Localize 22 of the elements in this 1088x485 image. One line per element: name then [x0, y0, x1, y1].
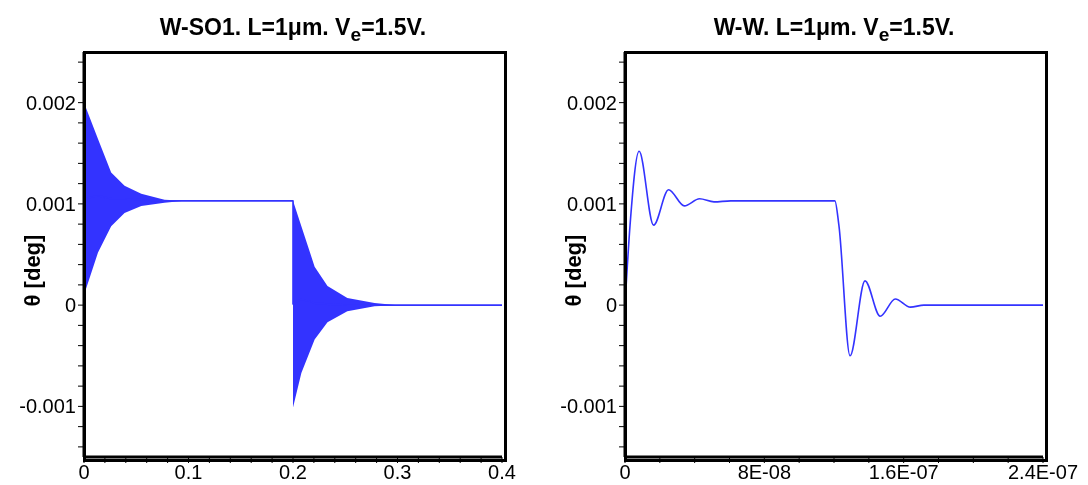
x-tick-label: 8E-08 — [737, 461, 792, 484]
y-axis-title: θ [deg] — [560, 234, 586, 307]
y-tick-label: 0.002 — [25, 91, 76, 114]
y-tick-label: 0 — [605, 294, 617, 317]
x-tick-label: 0.3 — [383, 461, 412, 484]
y-tick-label: 0.002 — [566, 91, 617, 114]
x-tick-label: 0 — [619, 461, 631, 484]
x-tick-label: 2.4E-07 — [1007, 461, 1079, 484]
y-tick-label: 0.001 — [566, 192, 617, 215]
y-tick-label: -0.001 — [19, 395, 76, 418]
x-tick-label: 0.4 — [488, 461, 516, 484]
y-tick-label: -0.001 — [560, 395, 617, 418]
chart-title: W-W. L=1μm. V$_{e}$=1.5V. — [712, 14, 956, 46]
y-axis-title: θ [deg] — [19, 234, 45, 307]
chart-title: W-SO1. L=1μm. V$_{e}$=1.5V. — [158, 14, 428, 46]
x-tick-label: 1.6E-07 — [868, 461, 939, 484]
y-tick-label: 0 — [64, 294, 76, 317]
line-series — [625, 150, 1043, 357]
x-tick-label: 0.1 — [174, 461, 203, 484]
x-tick-label: 0 — [78, 461, 90, 484]
x-tick-label: 0.2 — [279, 461, 307, 484]
y-tick-label: 0.001 — [25, 192, 76, 215]
